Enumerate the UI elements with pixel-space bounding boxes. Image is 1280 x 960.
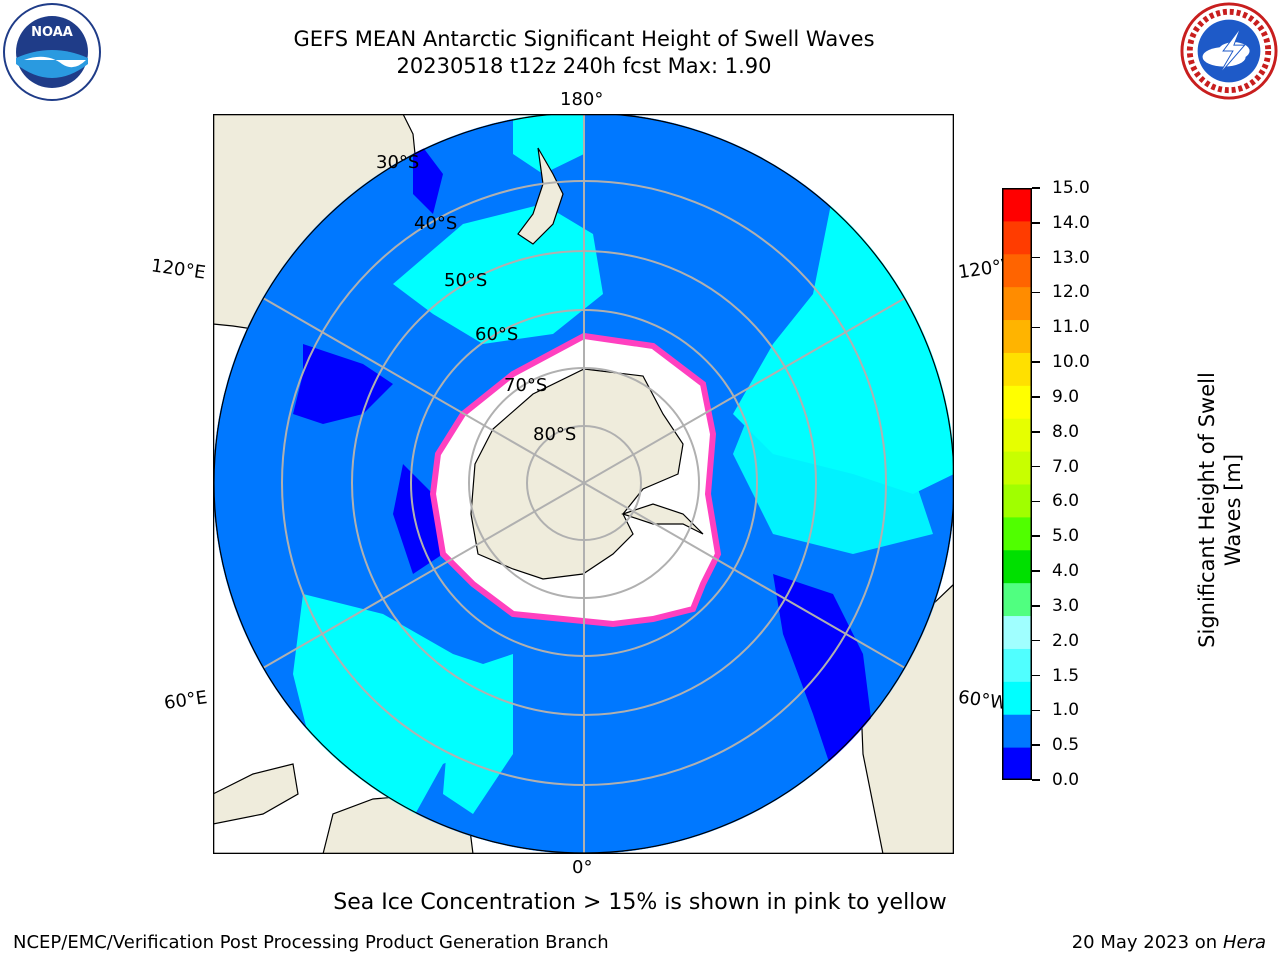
colorbar-tick-mark [1032, 396, 1040, 398]
colorbar-segment [1002, 747, 1032, 781]
lon-label-60e: 60°E [162, 687, 209, 714]
lat-label-80s: 80°S [533, 424, 577, 445]
colorbar-tick-mark [1032, 222, 1040, 224]
footer-date-text: 20 May 2023 on [1071, 932, 1218, 953]
colorbar-segment [1002, 582, 1032, 617]
colorbar-tick-label: 3.0 [1052, 595, 1080, 616]
colorbar-tick-label: 7.0 [1052, 456, 1080, 477]
lat-label-70s: 70°S [504, 375, 548, 396]
colorbar-segment [1002, 352, 1032, 386]
map-subtitle: 20230518 t12z 240h fcst Max: 1.90 [396, 54, 772, 78]
colorbar-segment [1002, 648, 1032, 682]
colorbar-segment [1002, 418, 1032, 452]
colorbar-tick-label: 0.5 [1052, 735, 1080, 756]
colorbar-tick-mark [1032, 291, 1040, 294]
colorbar-tick-mark [1032, 187, 1040, 189]
lat-label-50s: 50°S [444, 270, 488, 291]
colorbar-tick-label: 10.0 [1052, 352, 1090, 373]
colorbar-segment [1002, 516, 1032, 551]
colorbar-tick-label: 15.0 [1052, 178, 1090, 198]
lon-label-0: 0° [572, 857, 593, 878]
colorbar-segment [1002, 385, 1032, 419]
colorbar-tick-mark [1032, 744, 1040, 746]
colorbar-tick-mark [1032, 535, 1040, 537]
lon-label-120e: 120°E [149, 255, 207, 284]
noaa-logo: NOAA [2, 2, 102, 106]
colorbar-segment [1002, 319, 1032, 353]
colorbar-tick-mark [1032, 465, 1040, 468]
colorbar-segment [1002, 681, 1032, 715]
colorbar-tick-label: 1.5 [1052, 665, 1080, 686]
colorbar-tick-label: 6.0 [1052, 491, 1080, 512]
lat-label-40s: 40°S [414, 213, 458, 234]
colorbar-segment [1002, 714, 1032, 748]
colorbar-segment [1002, 549, 1032, 584]
lat-label-60s: 60°S [475, 324, 519, 345]
antarctica-land [470, 368, 684, 580]
colorbar-tick-mark [1032, 639, 1040, 642]
colorbar-tick-mark [1032, 326, 1040, 329]
colorbar-tick-mark [1032, 256, 1040, 259]
sea-ice-note: Sea Ice Concentration > 15% is shown in … [333, 890, 947, 915]
colorbar-tick-mark [1032, 605, 1040, 607]
lat-label-30s: 30°S [376, 152, 420, 173]
footer-host: Hera [1222, 932, 1266, 953]
colorbar-tick-mark [1032, 779, 1040, 781]
colorbar-segment [1002, 451, 1032, 485]
footer-date: 20 May 2023 on Hera [1072, 932, 1266, 953]
svg-text:NOAA: NOAA [31, 25, 73, 40]
new-zealand-land [517, 147, 564, 245]
colorbar-tick-label: 11.0 [1052, 317, 1090, 338]
colorbar-tick-mark [1032, 709, 1040, 712]
colorbar-tick-label: 8.0 [1052, 421, 1080, 442]
colorbar-segment [1002, 253, 1032, 288]
footer-organization: NCEP/EMC/Verification Post Processing Pr… [13, 932, 609, 953]
colorbar-tick-mark [1032, 674, 1040, 677]
national-weather-service-logo [1180, 2, 1278, 104]
colorbar-tick-mark [1032, 361, 1040, 363]
colorbar-segment [1002, 220, 1032, 255]
colorbar-tick-label: 0.0 [1052, 770, 1080, 790]
colorbar-tick-label: 4.0 [1052, 561, 1080, 582]
colorbar-segment [1002, 484, 1032, 518]
colorbar-label: Significant Height of Swell Waves [m] [1195, 372, 1245, 648]
madagascar-land [213, 763, 299, 825]
colorbar-tick-mark [1032, 500, 1040, 503]
antarctic-peninsula-land [621, 503, 704, 535]
graticule [213, 114, 954, 854]
lon-label-180: 180° [560, 89, 604, 110]
colorbar [1002, 188, 1032, 781]
colorbar-tick-label: 13.0 [1052, 247, 1090, 268]
colorbar-segment [1002, 286, 1032, 321]
colorbar-tick-label: 12.0 [1052, 282, 1090, 303]
colorbar-tick-mark [1032, 570, 1040, 572]
colorbar-tick-label: 2.0 [1052, 630, 1080, 651]
colorbar-tick-label: 14.0 [1052, 212, 1090, 233]
colorbar-tick-mark [1032, 431, 1040, 433]
colorbar-tick-label: 1.0 [1052, 700, 1080, 721]
map-title: GEFS MEAN Antarctic Significant Height o… [293, 27, 875, 51]
polar-map [213, 114, 954, 854]
colorbar-tick-label: 9.0 [1052, 386, 1080, 407]
colorbar-segment [1002, 615, 1032, 649]
colorbar-segment [1002, 188, 1032, 222]
colorbar-tick-label: 5.0 [1052, 526, 1080, 547]
